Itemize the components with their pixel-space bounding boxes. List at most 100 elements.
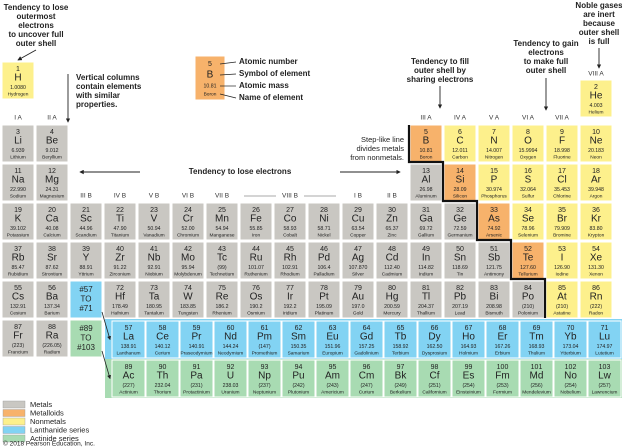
element-symbol: Ge bbox=[453, 214, 467, 225]
placeholder-text: TO bbox=[81, 295, 92, 304]
element-name: Lead bbox=[455, 310, 466, 316]
atomic-number: 37 bbox=[14, 246, 22, 253]
atomic-number: 82 bbox=[456, 285, 464, 292]
atomic-mass: 137.34 bbox=[44, 304, 60, 310]
atomic-number: 102 bbox=[565, 364, 577, 371]
element-box bbox=[477, 202, 511, 241]
atomic-mass: 140.12 bbox=[155, 344, 171, 350]
element-box bbox=[477, 163, 511, 202]
atomic-mass: (147) bbox=[258, 344, 270, 350]
element-box bbox=[349, 359, 384, 398]
atomic-mass: 26.98 bbox=[420, 187, 433, 193]
element-box bbox=[35, 202, 69, 241]
element-name: Chlorine bbox=[553, 193, 571, 199]
atomic-mass: 69.72 bbox=[420, 226, 433, 232]
atomic-number: 27 bbox=[286, 207, 294, 214]
atomic-number: 47 bbox=[354, 246, 362, 253]
element-name: Helium bbox=[589, 109, 604, 115]
key-label: Atomic mass bbox=[239, 81, 289, 90]
atomic-mass: 183.85 bbox=[180, 304, 196, 310]
atomic-number: 33 bbox=[490, 207, 498, 214]
atomic-number: 95 bbox=[329, 364, 337, 371]
atomic-number: 42 bbox=[184, 246, 192, 253]
element-name: Radon bbox=[589, 310, 603, 316]
atomic-mass: 106.4 bbox=[318, 265, 331, 271]
atomic-number: 12 bbox=[48, 168, 56, 175]
group-label: I A bbox=[14, 115, 22, 122]
placeholder-box bbox=[69, 280, 103, 319]
atomic-number: 38 bbox=[48, 246, 56, 253]
element-symbol: Pm bbox=[257, 332, 272, 343]
atomic-number: 66 bbox=[431, 325, 439, 332]
atomic-number: 55 bbox=[14, 285, 22, 292]
copyright: © 2018 Pearson Education, Inc. bbox=[3, 440, 95, 448]
atomic-number: 36 bbox=[592, 207, 600, 214]
element-symbol: O bbox=[524, 136, 532, 147]
atomic-mass: (222) bbox=[590, 304, 602, 310]
element-box bbox=[443, 163, 477, 202]
element-name: Xenon bbox=[589, 271, 603, 277]
element-box bbox=[205, 241, 239, 280]
element-symbol: Si bbox=[456, 175, 465, 186]
annotation: because bbox=[583, 19, 616, 28]
element-symbol: Ir bbox=[287, 292, 294, 303]
element-box bbox=[315, 359, 350, 398]
atomic-number: 30 bbox=[388, 207, 396, 214]
element-box bbox=[383, 359, 418, 398]
atomic-mass: 95.94 bbox=[182, 265, 195, 271]
group-label: V A bbox=[489, 115, 500, 122]
element-box bbox=[579, 79, 613, 118]
annotation: Tendency to fill bbox=[411, 57, 469, 66]
atomic-mass: 158.92 bbox=[393, 344, 409, 350]
atomic-mass: 50.94 bbox=[148, 226, 161, 232]
annotation: Step-like line bbox=[361, 135, 404, 144]
element-box bbox=[341, 280, 375, 319]
atomic-number: 48 bbox=[388, 246, 396, 253]
element-name: Neptunium bbox=[253, 389, 276, 395]
atomic-mass: 178.49 bbox=[112, 304, 128, 310]
atomic-mass: (99) bbox=[217, 265, 226, 271]
atomic-number: 14 bbox=[456, 168, 464, 175]
element-name: Scandium bbox=[75, 232, 96, 238]
element-box bbox=[553, 359, 588, 398]
element-box bbox=[375, 280, 409, 319]
element-name: Zinc bbox=[387, 232, 397, 238]
element-symbol: Dy bbox=[428, 332, 440, 343]
atomic-number: 65 bbox=[397, 325, 405, 332]
element-box bbox=[307, 202, 341, 241]
atomic-number: 80 bbox=[388, 285, 396, 292]
element-name: Curium bbox=[359, 389, 374, 395]
element-name: Cerium bbox=[155, 350, 170, 356]
atomic-mass: 112.40 bbox=[384, 265, 400, 271]
atomic-mass: 144.24 bbox=[223, 344, 239, 350]
element-symbol: Ni bbox=[319, 214, 328, 225]
placeholder-arrow bbox=[101, 350, 111, 380]
element-box bbox=[103, 280, 137, 319]
element-box bbox=[579, 163, 613, 202]
element-symbol: Md bbox=[530, 371, 544, 382]
element-box bbox=[519, 320, 554, 359]
atomic-mass: 55.85 bbox=[250, 226, 263, 232]
element-symbol: Sc bbox=[80, 214, 92, 225]
atomic-mass: 65.37 bbox=[386, 226, 399, 232]
atomic-number: 87 bbox=[14, 324, 22, 331]
element-name: Tantalum bbox=[144, 310, 163, 316]
atomic-mass: 12.011 bbox=[452, 148, 468, 154]
atomic-number: 69 bbox=[533, 325, 541, 332]
